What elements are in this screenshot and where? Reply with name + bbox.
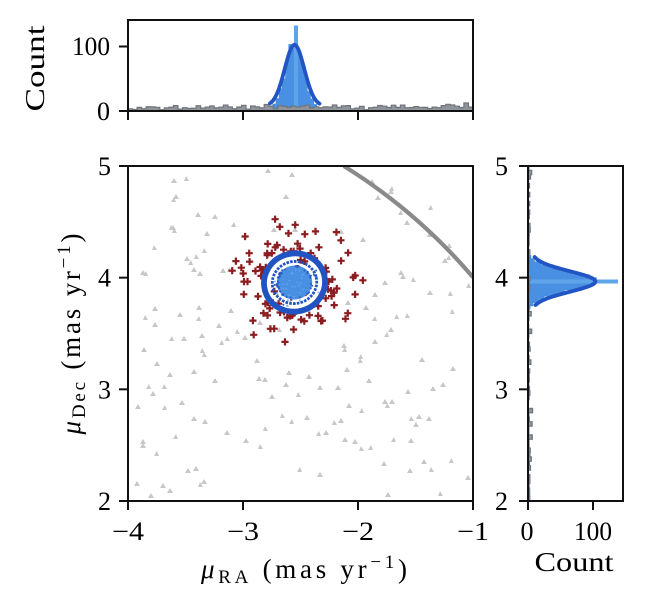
svg-text:100: 100 [574,517,612,546]
svg-text:−2: −2 [342,517,374,546]
svg-text:0: 0 [521,517,534,546]
svg-text:5: 5 [98,152,111,181]
svg-text:4: 4 [495,264,508,293]
svg-text:2: 2 [495,487,508,516]
svg-text:3: 3 [495,375,508,404]
svg-text:Count: Count [20,25,50,112]
svg-text:3: 3 [98,375,111,404]
svg-text:−3: −3 [227,517,259,546]
svg-text:−4: −4 [112,517,144,546]
svg-text:5: 5 [495,152,508,181]
svg-text:−1: −1 [457,517,489,546]
svg-text:2: 2 [98,487,111,516]
svg-text:0: 0 [97,97,110,126]
svg-text:Count: Count [535,547,615,577]
svg-text:100: 100 [72,32,110,61]
svg-text:μRA (mas yr−1): μ RA (mas yr −1) [200,552,407,588]
svg-text:4: 4 [98,264,111,293]
